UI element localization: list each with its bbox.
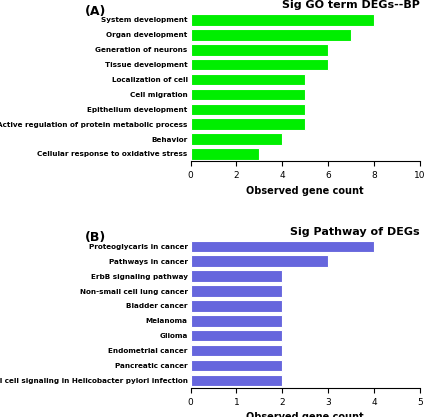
Bar — [191, 374, 282, 386]
Bar — [191, 330, 282, 342]
Bar — [191, 315, 282, 327]
X-axis label: Observed gene count: Observed gene count — [246, 412, 364, 417]
Bar — [191, 148, 259, 160]
Bar — [191, 255, 328, 267]
Bar — [191, 241, 374, 252]
Bar — [191, 285, 282, 297]
Bar — [191, 300, 282, 311]
Bar — [191, 44, 328, 55]
Text: Sig GO term DEGs--BP: Sig GO term DEGs--BP — [282, 0, 420, 10]
Bar — [191, 14, 374, 26]
Bar — [191, 59, 328, 70]
Bar — [191, 74, 305, 85]
Bar — [191, 133, 282, 145]
Text: Sig Pathway of DEGs: Sig Pathway of DEGs — [291, 227, 420, 237]
X-axis label: Observed gene count: Observed gene count — [246, 186, 364, 196]
Bar — [191, 29, 351, 41]
Bar — [191, 359, 282, 371]
Bar — [191, 118, 305, 130]
Bar — [191, 345, 282, 357]
Text: (B): (B) — [85, 231, 106, 244]
Bar — [191, 103, 305, 115]
Bar — [191, 270, 282, 282]
Bar — [191, 88, 305, 100]
Text: (A): (A) — [85, 5, 107, 18]
